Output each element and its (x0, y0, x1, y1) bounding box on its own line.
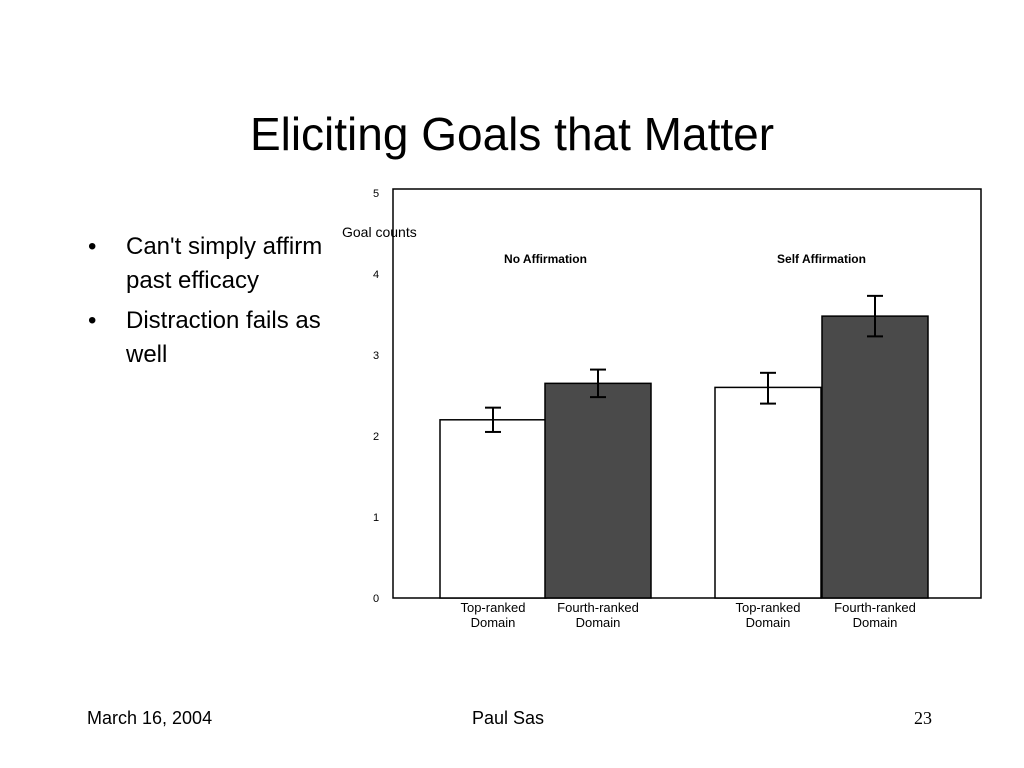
bullet-list: • Can't simply affirm past efficacy • Di… (82, 230, 332, 378)
plot-frame (392, 188, 982, 599)
bullet-marker: • (88, 233, 97, 260)
x-category-label: Domain (471, 615, 516, 630)
group-label: Self Affirmation (777, 252, 866, 266)
y-tick-label: 3 (373, 350, 379, 362)
bar (821, 315, 929, 599)
x-category-label: Top-ranked (460, 600, 525, 615)
bullet-marker: • (88, 307, 97, 334)
bullet-text: Can't simply affirm past efficacy (126, 233, 323, 294)
footer-date: March 16, 2004 (87, 708, 213, 728)
group-label: No Affirmation (504, 252, 587, 266)
bar (714, 386, 822, 599)
bullet-text: Distraction fails as well (126, 307, 321, 368)
footer-page-number: 23 (914, 708, 932, 728)
bar (439, 419, 547, 599)
x-category-label: Fourth-ranked (557, 600, 639, 615)
bar (544, 382, 652, 599)
y-tick-label: 1 (373, 512, 379, 524)
y-axis-label: Goal counts (342, 224, 417, 240)
footer-author: Paul Sas (472, 708, 545, 728)
bullet-item: • Can't simply affirm past efficacy (82, 230, 332, 298)
x-category-label: Domain (853, 615, 898, 630)
y-tick-label: 4 (373, 269, 379, 281)
y-tick-label: 2 (373, 431, 379, 443)
y-tick-label: 0 (373, 593, 379, 605)
x-category-label: Domain (746, 615, 791, 630)
bullet-item: • Distraction fails as well (82, 304, 332, 372)
x-category-label: Fourth-ranked (834, 600, 916, 615)
slide-title: Eliciting Goals that Matter (249, 108, 775, 160)
x-category-label: Domain (576, 615, 621, 630)
goal-counts-bar-chart: 0 1 2 3 4 5 Goal counts No Affirmation Top-ranke… (342, 188, 982, 630)
y-tick-label: 5 (373, 188, 379, 200)
x-category-label: Top-ranked (735, 600, 800, 615)
